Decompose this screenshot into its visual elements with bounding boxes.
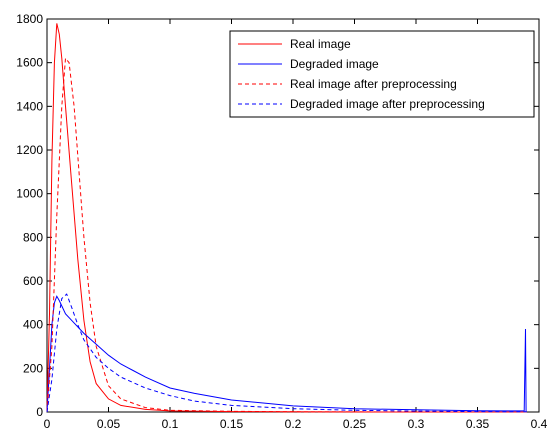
x-tick-label: 0.05 (97, 417, 121, 431)
y-tick-label: 1800 (16, 12, 43, 26)
legend: Real image Degraded image Real image after… (229, 30, 535, 118)
legend-box (229, 30, 535, 118)
series-group (46, 23, 527, 413)
y-tick-label: 1000 (16, 187, 43, 201)
x-tick-label: 0.25 (343, 417, 367, 431)
x-tick-label: 0.35 (466, 417, 490, 431)
x-tick-label: 0.4 (531, 417, 548, 431)
x-tick-label: 0.2 (285, 417, 302, 431)
y-axis: 0 200 400 600 800 1000 1200 1400 1600 1800 (16, 12, 539, 419)
y-tick-label: 200 (23, 361, 43, 375)
y-tick-label: 800 (23, 230, 43, 244)
y-tick-label: 600 (23, 274, 43, 288)
legend-label: Real image (290, 37, 351, 51)
legend-label: Degraded image after preprocessing (290, 97, 485, 111)
x-tick-label: 0 (44, 417, 51, 431)
series-line-3 (46, 293, 527, 413)
series-line-0 (46, 23, 527, 413)
x-tick-label: 0.3 (408, 417, 425, 431)
y-tick-label: 1400 (16, 99, 43, 113)
y-tick-label: 1200 (16, 143, 43, 157)
y-tick-label: 400 (23, 318, 43, 332)
y-tick-label: 0 (36, 405, 43, 419)
legend-label: Degraded image (290, 57, 379, 71)
x-axis: 0 0.05 0.1 0.15 0.2 0.25 0.3 0.35 0.4 (44, 19, 548, 431)
series-line-1 (46, 295, 527, 413)
y-tick-label: 1600 (16, 56, 43, 70)
legend-label: Real image after preprocessing (290, 77, 457, 91)
x-tick-label: 0.1 (162, 417, 179, 431)
x-tick-label: 0.15 (220, 417, 244, 431)
